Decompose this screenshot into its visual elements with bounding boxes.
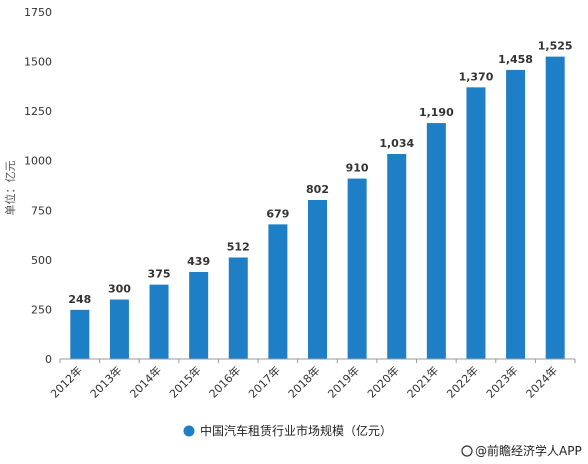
x-tick-label: 2014年 — [127, 363, 164, 400]
data-label: 439 — [187, 255, 210, 268]
bar-2017年 — [268, 224, 288, 359]
data-label: 1,458 — [498, 53, 533, 66]
wechat-icon — [461, 445, 473, 457]
y-tick-label: 1750 — [24, 6, 52, 19]
y-tick-label: 750 — [31, 204, 52, 217]
bar-2021年 — [426, 123, 446, 359]
data-label: 248 — [68, 293, 91, 306]
data-label: 802 — [306, 183, 329, 196]
legend-label: 中国汽车租赁行业市场规模（亿元） — [200, 423, 392, 438]
x-tick-label: 2016年 — [206, 363, 243, 400]
bar-2014年 — [149, 284, 169, 359]
data-label: 1,190 — [419, 106, 454, 119]
x-tick-label: 2021年 — [404, 363, 441, 400]
x-tick-label: 2013年 — [87, 363, 124, 400]
y-tick-label: 500 — [31, 254, 52, 267]
source-text: @前瞻经济学人APP — [475, 443, 582, 458]
data-label: 679 — [266, 207, 289, 220]
data-label: 300 — [108, 283, 131, 296]
data-label: 1,525 — [538, 40, 573, 53]
x-tick-label: 2024年 — [523, 363, 560, 400]
bar-2019年 — [347, 178, 367, 359]
y-axis-label: 单位：亿元 — [3, 161, 17, 216]
x-tick-label: 2018年 — [285, 363, 322, 400]
bar-2012年 — [70, 309, 90, 359]
y-tick-label: 250 — [31, 303, 52, 316]
data-label: 1,370 — [459, 70, 494, 83]
x-axis: 2012年 2013年 2014年 2015年 2016年 2017年 2018年 2019年… — [47, 358, 576, 401]
y-tick-label: 1250 — [24, 105, 52, 118]
x-tick-label: 2015年 — [166, 363, 203, 400]
x-tick-label: 2017年 — [246, 363, 283, 400]
bar-2016年 — [228, 257, 248, 359]
x-tick-label: 2023年 — [483, 363, 520, 400]
bar-2013年 — [109, 299, 129, 359]
x-tick-label: 2012年 — [47, 363, 84, 400]
y-tick-label: 0 — [45, 353, 52, 366]
x-tick-label: 2019年 — [325, 363, 362, 400]
x-tick-label: 2022年 — [444, 363, 481, 400]
x-tick-label: 2020年 — [364, 363, 401, 400]
bar-2018年 — [308, 199, 327, 359]
y-axis: 0 250 500 750 1000 1250 1500 1750 — [24, 6, 52, 366]
bar-2022年 — [466, 87, 486, 359]
bar-2020年 — [387, 153, 407, 359]
y-tick-label: 1500 — [24, 56, 52, 69]
legend-marker — [183, 425, 195, 437]
legend: 中国汽车租赁行业市场规模（亿元） — [183, 423, 392, 438]
bar-2015年 — [189, 271, 209, 359]
bars-group: 248 300 375 439 512 679 802 910 1,034 1,190 1,370 1… — [68, 40, 573, 360]
data-label: 910 — [346, 162, 369, 175]
y-tick-label: 1000 — [24, 155, 52, 168]
footer-source: @前瞻经济学人APP — [461, 443, 582, 458]
data-label: 512 — [227, 240, 250, 253]
data-label: 375 — [148, 268, 171, 281]
bar-2023年 — [506, 69, 526, 360]
bar-2024年 — [545, 56, 565, 359]
data-label: 1,034 — [379, 137, 414, 150]
